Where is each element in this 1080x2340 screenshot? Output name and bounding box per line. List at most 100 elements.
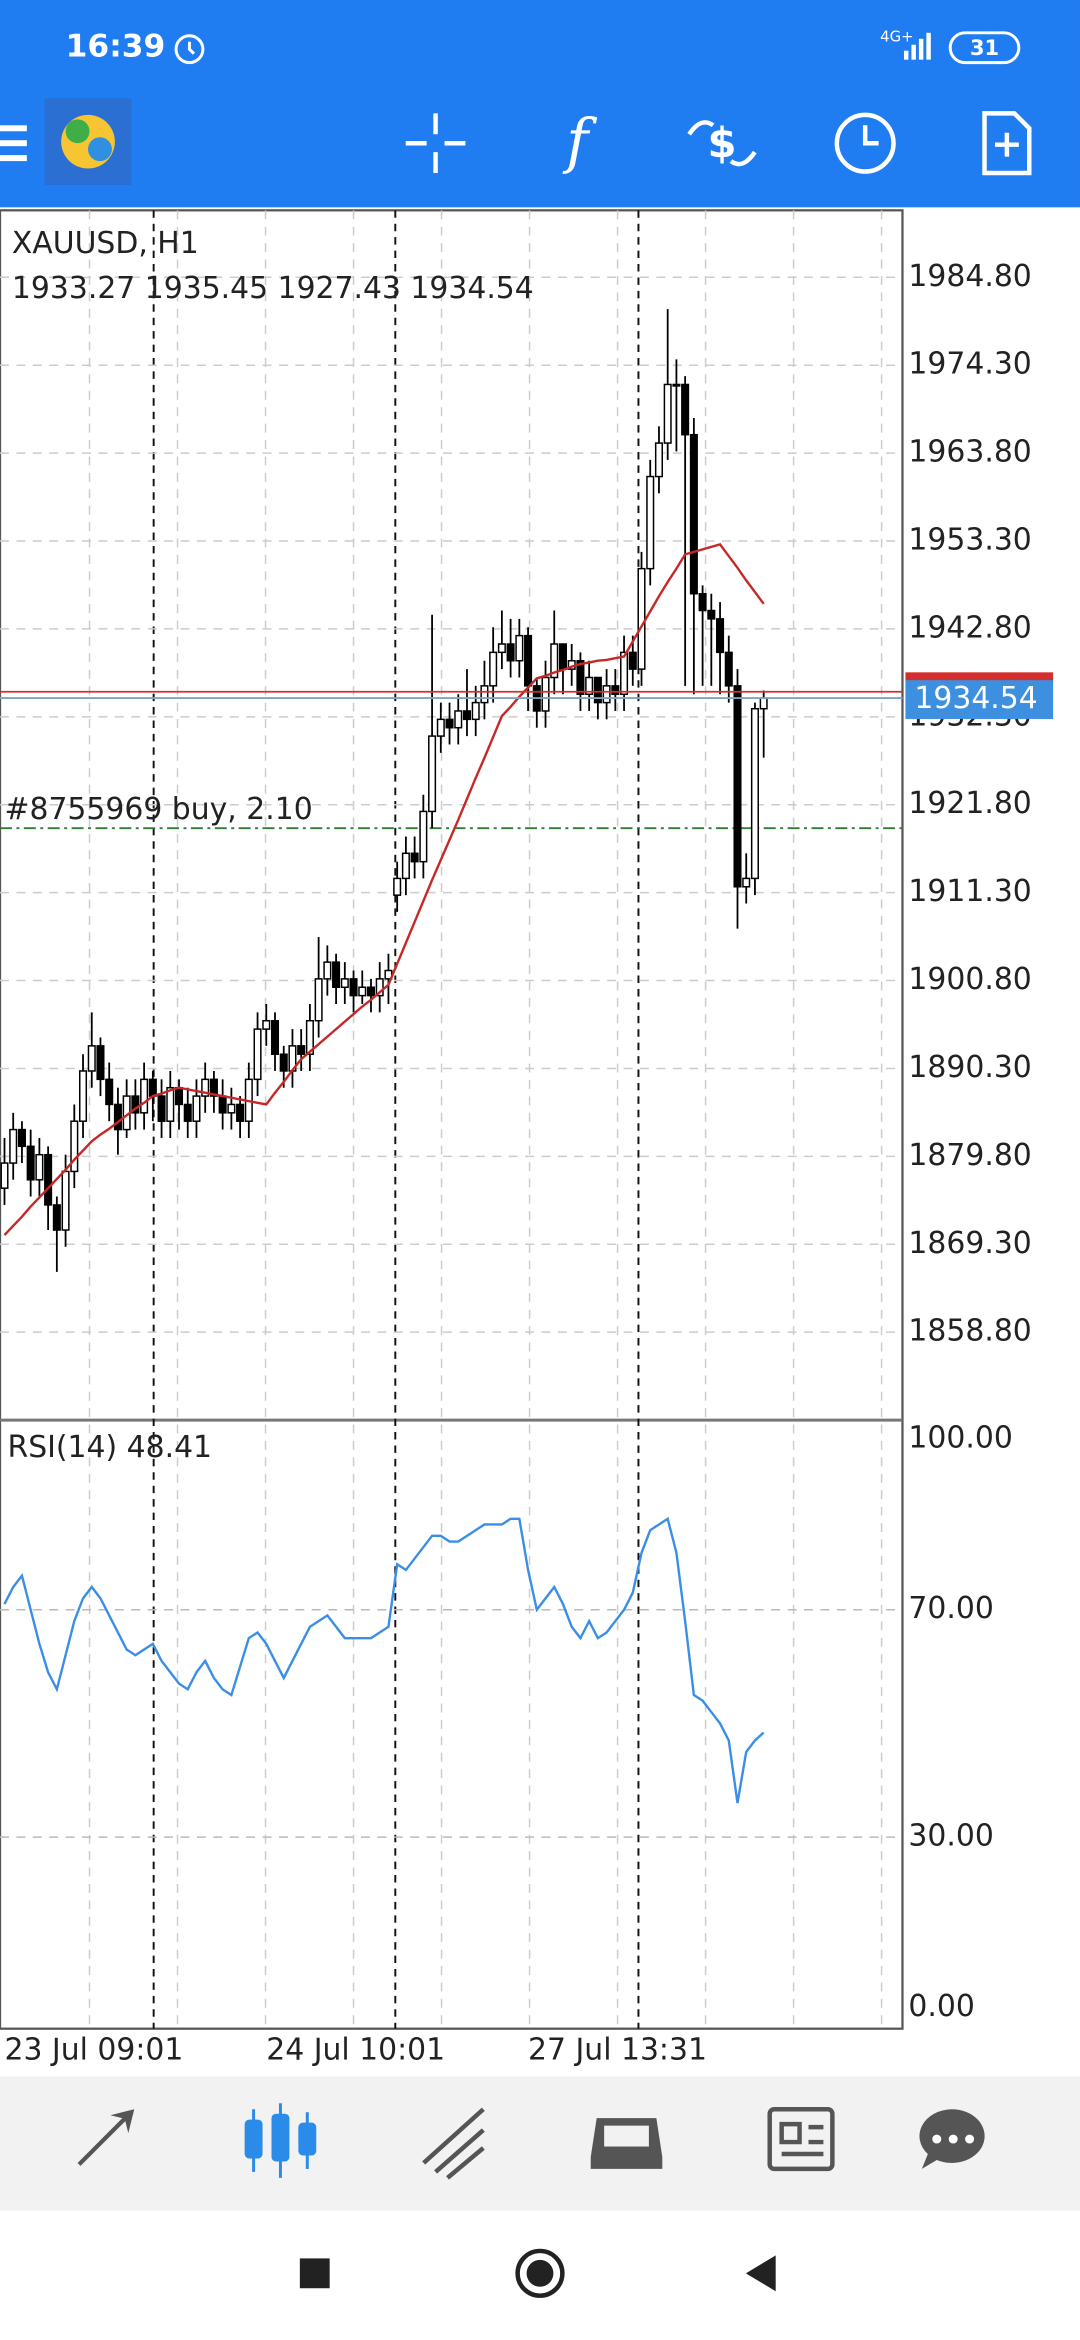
order-label: #8755969 buy, 2.10	[4, 792, 312, 827]
candle-body	[358, 986, 367, 997]
candle-body	[558, 643, 567, 670]
trade-button[interactable]: $	[687, 119, 757, 168]
candle-body	[157, 1095, 166, 1122]
candle-body	[672, 383, 681, 387]
candle-body	[428, 735, 437, 813]
y-tick-label: 1963.80	[908, 435, 1031, 470]
candle-body	[253, 1028, 262, 1081]
app-logo[interactable]	[44, 98, 132, 185]
candle-body	[524, 634, 533, 687]
candle-body	[724, 651, 733, 687]
candle-body	[105, 1078, 114, 1106]
battery-level: 31	[970, 36, 999, 60]
candle-body	[332, 961, 341, 988]
home-button[interactable]	[515, 2248, 565, 2298]
candle-body	[742, 877, 751, 888]
new-order-button[interactable]	[982, 111, 1032, 176]
recents-button[interactable]	[299, 2258, 330, 2289]
candle-body	[716, 618, 725, 654]
candle-body	[262, 1019, 271, 1030]
candle-body	[436, 718, 445, 737]
candle-body	[44, 1153, 53, 1206]
symbol-label: XAUUSD, H1	[12, 226, 199, 261]
candle-body	[375, 978, 384, 997]
rsi-line	[3, 1516, 765, 1804]
candle-body	[323, 961, 332, 980]
candle-body	[576, 659, 585, 695]
candle-body	[236, 1103, 245, 1122]
back-button[interactable]	[745, 2255, 776, 2292]
candle-body	[593, 676, 602, 704]
ohlc-label: 1933.27 1935.45 1927.43 1934.54	[12, 271, 534, 306]
news-tab[interactable]	[767, 2106, 835, 2172]
candle-body	[349, 978, 358, 997]
rsi-label: RSI(14) 48.41	[7, 1430, 212, 1465]
x-tick-label: 23 Jul 09:01	[4, 2033, 183, 2068]
candle-body	[681, 383, 690, 436]
candle-body	[646, 475, 655, 570]
candle-body	[227, 1103, 236, 1114]
x-tick-label: 27 Jul 13:31	[528, 2033, 707, 2068]
timeframe-button[interactable]	[834, 112, 896, 174]
candle-body	[550, 643, 559, 679]
chart-frame	[0, 209, 904, 2030]
quotes-tab[interactable]	[77, 2109, 135, 2166]
candle-body	[366, 986, 376, 997]
vertical-grid	[88, 210, 883, 2029]
candle-body	[585, 676, 594, 695]
candle-body	[506, 643, 515, 662]
candle-body	[497, 643, 506, 654]
candle-body	[419, 810, 428, 863]
candle-body	[759, 697, 768, 710]
candle-body	[654, 442, 663, 478]
candle-body	[166, 1086, 175, 1122]
ask-tag	[905, 672, 1054, 683]
candle-body	[340, 978, 349, 988]
y-tick-label: 1921.80	[908, 786, 1031, 821]
chat-tab[interactable]	[919, 2109, 985, 2169]
y-tick-label: 1984.80	[908, 259, 1031, 294]
y-tick-label: 1869.30	[908, 1226, 1031, 1261]
rsi-tick-label: 30.00	[908, 1819, 993, 1854]
alarm-icon	[174, 34, 205, 65]
trade-tab[interactable]	[422, 2107, 485, 2180]
candle-body	[471, 701, 480, 721]
y-tick-label: 1900.80	[908, 962, 1031, 997]
rsi-tick-label: 0.00	[908, 1989, 974, 2024]
history-tab[interactable]	[590, 2118, 663, 2169]
candle-body	[602, 685, 611, 704]
candle-body	[183, 1103, 192, 1122]
candle-body	[454, 710, 463, 729]
y-tick-label: 1911.30	[908, 874, 1031, 909]
candle-body	[515, 634, 524, 662]
x-tick-label: 24 Jul 10:01	[266, 2033, 445, 2068]
chart-tab[interactable]	[244, 2103, 317, 2178]
candle-body	[279, 1053, 288, 1072]
candle-body	[462, 710, 472, 721]
candle-body	[78, 1070, 88, 1122]
candle-body	[209, 1078, 218, 1097]
crosshair-button[interactable]	[405, 113, 466, 174]
y-tick-label: 1858.80	[908, 1314, 1031, 1349]
menu-button[interactable]	[0, 125, 27, 162]
candle-body	[17, 1128, 26, 1148]
candle-body	[393, 877, 402, 896]
candle-body	[314, 978, 323, 1022]
candle-body	[201, 1078, 210, 1097]
candle-body	[689, 433, 698, 595]
candle-body	[87, 1045, 96, 1072]
signal-icon	[903, 32, 931, 60]
candle-body	[297, 1045, 306, 1055]
candle-body	[148, 1078, 157, 1097]
candle-body	[61, 1170, 70, 1231]
rsi-tick-label: 100.00	[908, 1421, 1012, 1456]
rsi-tick-label: 70.00	[908, 1591, 993, 1626]
y-tick-label: 1953.30	[908, 523, 1031, 558]
plot	[0, 276, 903, 1838]
candle-body	[96, 1045, 105, 1081]
svg-text:$: $	[707, 119, 736, 168]
candle-body	[52, 1204, 61, 1231]
battery-icon	[948, 31, 1021, 65]
